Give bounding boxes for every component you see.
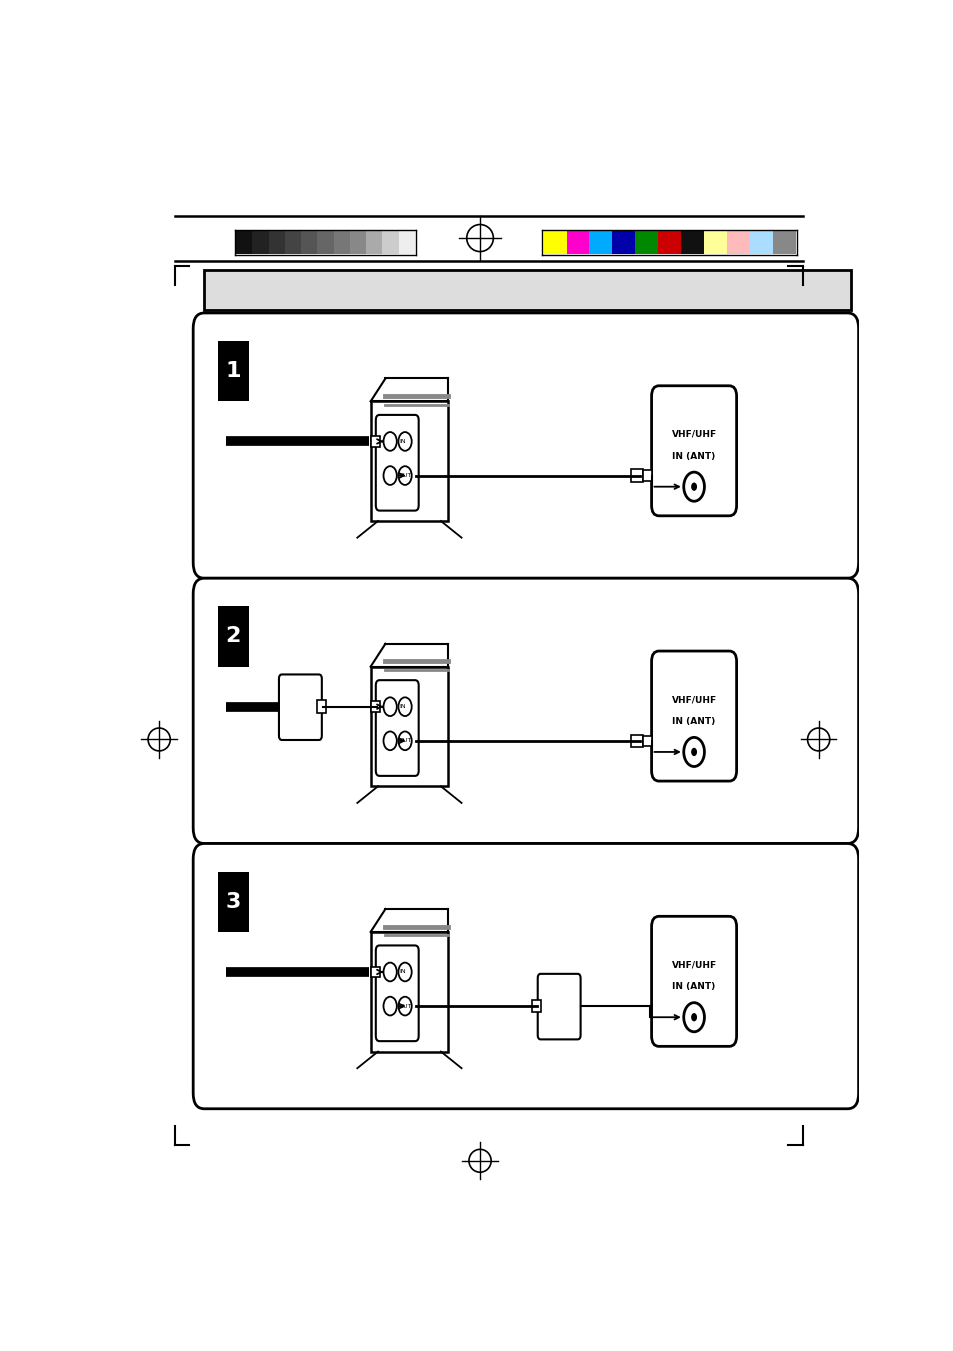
Text: OUT: OUT (398, 739, 412, 743)
Circle shape (383, 731, 396, 750)
Text: IN: IN (398, 970, 405, 974)
Circle shape (383, 997, 396, 1016)
Bar (370, 701, 379, 712)
FancyBboxPatch shape (375, 415, 418, 511)
Bar (370, 666, 448, 786)
Bar (630, 469, 642, 482)
Bar (726, 231, 749, 254)
FancyBboxPatch shape (651, 651, 736, 781)
Circle shape (398, 432, 412, 451)
Text: VHF/UHF: VHF/UHF (671, 696, 716, 704)
Circle shape (690, 748, 697, 757)
Text: OUT: OUT (398, 1004, 412, 1009)
Circle shape (398, 997, 412, 1016)
Bar (204, 270, 850, 309)
FancyBboxPatch shape (537, 974, 580, 1039)
Bar (316, 700, 326, 713)
FancyBboxPatch shape (193, 843, 858, 1109)
Bar (772, 231, 795, 254)
Bar (382, 231, 398, 254)
Text: 3: 3 (225, 892, 240, 912)
Circle shape (383, 963, 396, 981)
Bar (398, 231, 415, 254)
Bar (350, 231, 366, 254)
FancyBboxPatch shape (375, 680, 418, 775)
FancyBboxPatch shape (193, 578, 858, 843)
Bar (658, 231, 680, 254)
Circle shape (683, 471, 703, 501)
FancyBboxPatch shape (278, 674, 321, 740)
Text: 1: 1 (225, 361, 240, 381)
Bar (749, 231, 772, 254)
Circle shape (398, 697, 412, 716)
Bar (370, 932, 448, 1051)
FancyBboxPatch shape (651, 916, 736, 1046)
FancyBboxPatch shape (193, 313, 858, 578)
Text: IN (ANT): IN (ANT) (672, 717, 715, 725)
Bar (269, 231, 285, 254)
Circle shape (683, 738, 703, 766)
Bar (301, 231, 317, 254)
Circle shape (398, 963, 412, 981)
Bar (531, 1000, 540, 1012)
Text: VHF/UHF: VHF/UHF (671, 961, 716, 970)
Bar (370, 401, 448, 521)
Bar (589, 231, 612, 254)
Circle shape (383, 466, 396, 485)
Circle shape (690, 1013, 697, 1021)
FancyBboxPatch shape (651, 386, 736, 516)
Bar (680, 231, 703, 254)
Bar (635, 231, 658, 254)
Text: VHF/UHF: VHF/UHF (671, 430, 716, 439)
Text: IN (ANT): IN (ANT) (672, 451, 715, 461)
Bar (703, 231, 726, 254)
Bar (252, 231, 269, 254)
Circle shape (398, 466, 412, 485)
Text: OUT: OUT (398, 473, 412, 478)
Text: IN: IN (398, 704, 405, 709)
Circle shape (398, 731, 412, 750)
Bar (334, 231, 350, 254)
Circle shape (383, 432, 396, 451)
Bar (642, 470, 651, 481)
Bar (630, 735, 642, 747)
Bar (370, 967, 379, 977)
FancyBboxPatch shape (375, 946, 418, 1042)
Bar (217, 340, 249, 401)
Bar (366, 231, 382, 254)
Bar (612, 231, 635, 254)
Bar (217, 871, 249, 932)
Text: IN (ANT): IN (ANT) (672, 982, 715, 992)
Bar (642, 736, 651, 746)
Circle shape (383, 697, 396, 716)
Text: 2: 2 (225, 627, 240, 647)
Bar (543, 231, 566, 254)
Text: IN: IN (398, 439, 405, 444)
Bar (370, 436, 379, 447)
Bar (235, 231, 252, 254)
Bar (217, 607, 249, 666)
Bar (317, 231, 334, 254)
Bar (566, 231, 589, 254)
Bar (285, 231, 301, 254)
Circle shape (683, 1002, 703, 1032)
Circle shape (690, 482, 697, 490)
